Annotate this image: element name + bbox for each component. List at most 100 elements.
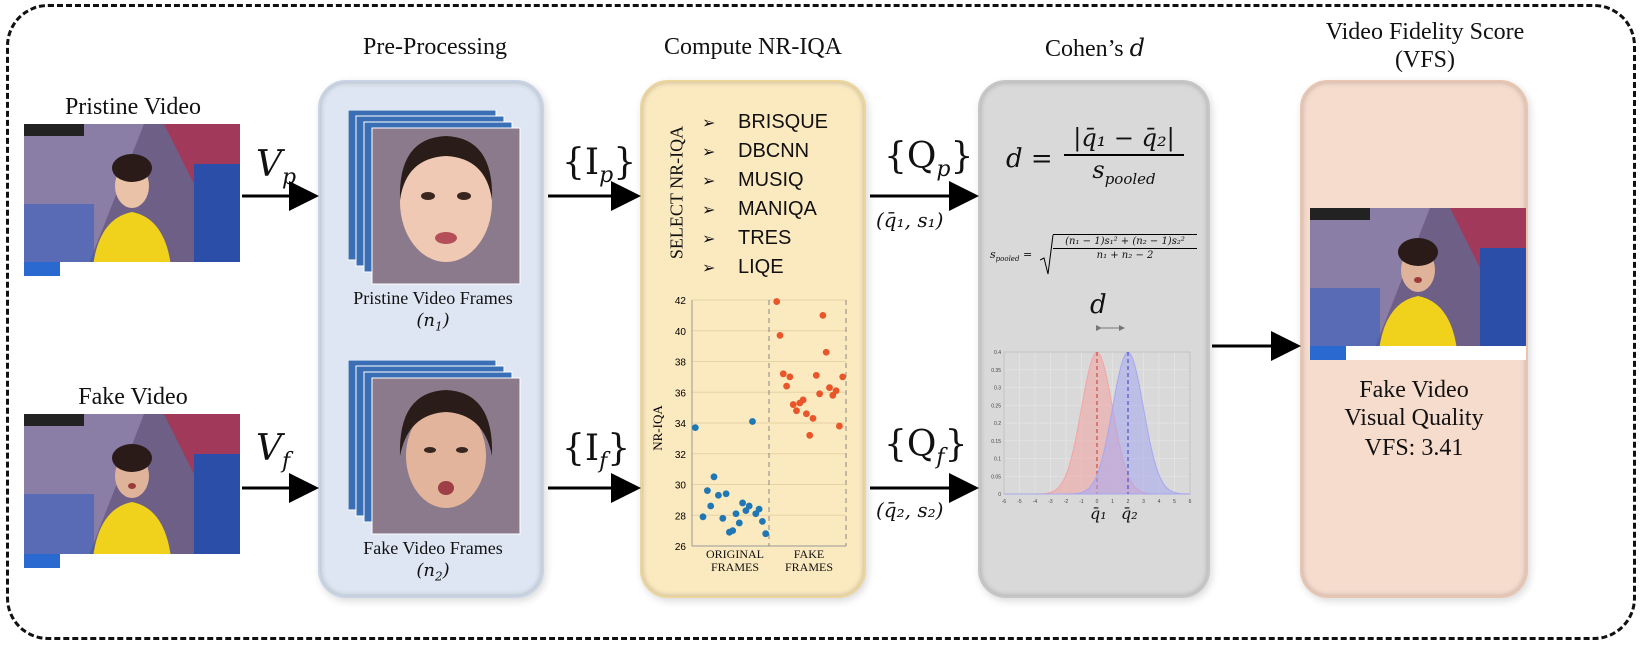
dist-x-tick-label: 1 — [1111, 499, 1114, 505]
qp-set: {Qp} — [884, 136, 974, 183]
dist-x-tick-label: 6 — [1189, 499, 1192, 505]
pristine-video-thumbnail — [24, 124, 240, 276]
arrow-bullet-icon: ➢ — [702, 172, 716, 190]
scatter-y-tick-label: 30 — [675, 481, 687, 492]
nriqa-metric-item: ➢ DBCNN — [702, 137, 828, 166]
qp-stats: (q̄₁, s₁) — [876, 208, 944, 232]
sqrt-sign — [1040, 234, 1054, 275]
scatter-point — [806, 431, 814, 439]
scatter-point — [739, 499, 746, 507]
scatter-y-tick-label: 34 — [675, 419, 687, 430]
scatter-points — [691, 298, 847, 538]
cohens-d-formula: d = |q̄₁ − q̄₂| spooled — [1002, 124, 1192, 204]
fake-video-thumbnail — [24, 414, 240, 568]
nriqa-metric-label: LIQE — [738, 256, 784, 278]
dist-x-tick-label: 0 — [1096, 499, 1099, 505]
scatter-point — [722, 490, 730, 498]
dist-y-tick-label: 0.1 — [994, 457, 1001, 463]
fake-video-label: Fake Video — [78, 384, 188, 410]
fake-frame-stack-image — [348, 360, 521, 535]
scatter-y-tick-label: 36 — [675, 388, 687, 399]
scatter-point — [762, 530, 770, 538]
dist-y-tick-label: 0.25 — [991, 403, 1001, 409]
ip-set: {Ip} — [562, 142, 637, 189]
if-set: {If} — [562, 428, 631, 475]
distribution-curves — [1004, 351, 1191, 495]
q1-mean-label: q̄₁ — [1090, 504, 1107, 523]
dist-x-tick-label: 2 — [1127, 499, 1130, 505]
pristine-frame-stack-image — [348, 110, 521, 285]
scatter-point — [749, 418, 756, 425]
scatter-point — [732, 510, 740, 518]
select-nriqa-label: SELECT NR-IQA — [666, 125, 687, 260]
scatter-point — [812, 371, 820, 379]
dist-y-tick-label: 0 — [998, 492, 1001, 498]
pristine-frames-label: Pristine Video Frames — [353, 288, 513, 308]
spooled-lhs: spooled = — [990, 248, 1033, 264]
formula-denominator: spooled — [1092, 156, 1156, 188]
arrow-bullet-icon: ➢ — [702, 114, 716, 132]
pristine-frames-count: (n1) — [416, 310, 450, 334]
scatter-point — [704, 487, 711, 495]
arrow-bullet-icon: ➢ — [702, 230, 716, 248]
dist-x-tick-label: -3 — [1048, 499, 1053, 505]
scatter-point — [832, 387, 840, 395]
nriqa-metric-label: TRES — [738, 227, 792, 249]
scatter-point — [786, 373, 794, 381]
spooled-formula: spooled = (n₁ − 1)s₁² + (n₂ − 1)s₂² n₁ +… — [990, 232, 1202, 278]
scatter-y-tick-label: 28 — [675, 511, 687, 522]
nriqa-metric-item: ➢ BRISQUE — [702, 108, 828, 137]
nriqa-metric-label: DBCNN — [738, 140, 810, 162]
vf-symbol: Vf — [256, 428, 291, 475]
nriqa-metric-item: ➢ MANIQA — [702, 195, 828, 224]
scatter-point — [836, 422, 843, 430]
nriqa-panel — [640, 80, 866, 598]
scatter-x-category-fake: FAKE FRAMES — [784, 547, 834, 574]
dist-y-tick-label: 0.2 — [994, 421, 1001, 427]
scatter-point — [715, 491, 722, 499]
scatter-point — [699, 513, 707, 521]
scatter-point — [729, 527, 737, 535]
nriqa-scatter-chart: 26 28 30 32 34 36 38 40 42 NR-IQA — [650, 296, 847, 553]
nriqa-metric-label: MUSIQ — [738, 169, 804, 191]
dist-y-tick-label: 0.35 — [991, 368, 1001, 374]
cohen-panel — [978, 80, 1210, 598]
scatter-point — [826, 384, 833, 392]
scatter-point — [822, 348, 830, 356]
formula-numerator: |q̄₁ − q̄₂| — [1064, 124, 1184, 156]
spooled-denominator: n₁ + n₂ − 2 — [1096, 250, 1154, 261]
fake-frames-stack — [348, 360, 524, 536]
dist-y-tick-label: 0.4 — [994, 350, 1001, 356]
dist-curve — [1004, 351, 1191, 495]
scatter-point — [745, 502, 753, 510]
scatter-y-tick-label: 40 — [675, 327, 687, 338]
dist-y-tick-label: 0.15 — [991, 439, 1001, 445]
q2-mean-label: q̄₂ — [1121, 504, 1138, 523]
arrow-bullet-icon: ➢ — [702, 259, 716, 277]
scatter-y-tick-label: 42 — [675, 296, 687, 307]
scatter-point — [710, 473, 718, 481]
dist-x-tick-label: 3 — [1142, 499, 1145, 505]
select-nriqa-label-wrap: SELECT NR-IQA — [662, 110, 692, 278]
dist-y-tick-label: 0.3 — [994, 386, 1001, 392]
scatter-axes: 26 28 30 32 34 36 38 40 42 — [675, 296, 847, 553]
scatter-point — [707, 502, 715, 510]
arrow-bullet-icon: ➢ — [702, 201, 716, 219]
fake-frames-label: Fake Video Frames — [363, 538, 503, 558]
dist-x-tick-label: -6 — [1002, 499, 1007, 505]
pipeline-frame — [6, 4, 1636, 640]
spooled-numerator: (n₁ − 1)s₁² + (n₂ − 1)s₂² — [1053, 235, 1197, 249]
dist-x-tick-label: -2 — [1064, 499, 1069, 505]
vfs-score: VFS: 3.41 — [1364, 435, 1464, 461]
nriqa-metric-list: ➢ BRISQUE ➢ DBCNN ➢ MUSIQ ➢ MANIQA ➢ TRES ➢ LIQE — [702, 108, 828, 282]
scatter-point — [789, 401, 797, 408]
scatter-point — [799, 396, 807, 404]
title-cohen: Cohen’s d — [1044, 34, 1146, 62]
scatter-point — [803, 410, 810, 418]
pristine-video-label: Pristine Video — [64, 94, 202, 120]
scatter-point — [793, 407, 800, 415]
title-preprocessing: Pre-Processing — [363, 34, 507, 60]
nriqa-metric-label: MANIQA — [738, 198, 817, 220]
result-video-thumbnail — [1310, 208, 1526, 360]
scatter-point — [691, 424, 699, 432]
